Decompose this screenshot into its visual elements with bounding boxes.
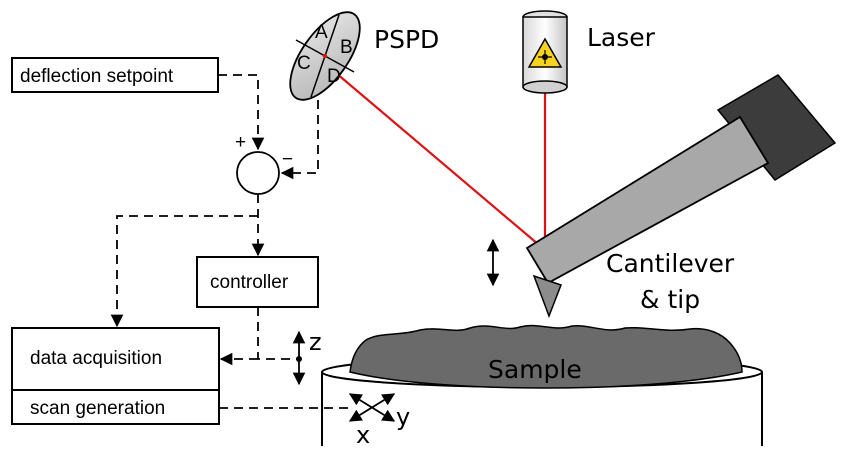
plus-sign: +: [235, 132, 246, 153]
pspd-detector: A B C D: [289, 11, 361, 101]
pspd-quadrant-c: C: [297, 53, 311, 74]
controller-label: controller: [210, 272, 289, 293]
summing-junction: [236, 151, 280, 195]
laser-warning-icon: [527, 37, 563, 68]
data-acquisition-label: data acquisition: [30, 348, 162, 369]
deflection-setpoint-box: [11, 57, 219, 93]
scan-generation-box: [11, 389, 220, 425]
sample-body: [349, 324, 743, 389]
minus-sign: −: [282, 149, 293, 170]
controller-to-acquisition-line: [221, 307, 299, 359]
signal-lines: [110, 74, 350, 409]
y-axis-label: y: [396, 403, 410, 431]
cantilever-label-line2: & tip: [640, 285, 700, 314]
laser-source: [522, 10, 568, 94]
z-axis-indicator: [292, 330, 306, 386]
z-axis-label: z: [309, 328, 322, 356]
xy-axis-indicator: [348, 393, 396, 422]
deflection-setpoint-label: deflection setpoint: [20, 66, 174, 87]
scan-generation-label: scan generation: [30, 398, 165, 419]
cantilever-assembly: [525, 74, 837, 319]
data-acquisition-box: [11, 327, 220, 391]
laser-label: Laser: [587, 23, 656, 52]
pspd-quadrant-a: A: [315, 22, 328, 43]
cantilever-tip: [532, 274, 562, 319]
cantilever-beam: [525, 115, 770, 285]
pspd-quadrant-d: D: [327, 66, 341, 87]
pspd-to-junction-line: [280, 100, 319, 180]
sample-label: Sample: [488, 355, 582, 384]
cantilever-label-line1: Cantilever: [606, 249, 735, 278]
pspd-quadrant-b: B: [340, 37, 353, 58]
error-to-acquisition-line: [110, 215, 258, 328]
laser-beam: [322, 61, 547, 251]
x-axis-label: x: [356, 421, 370, 449]
controller-box: [196, 256, 319, 308]
reflected-laser-beam: [322, 61, 546, 251]
pspd-label: PSPD: [374, 25, 439, 54]
